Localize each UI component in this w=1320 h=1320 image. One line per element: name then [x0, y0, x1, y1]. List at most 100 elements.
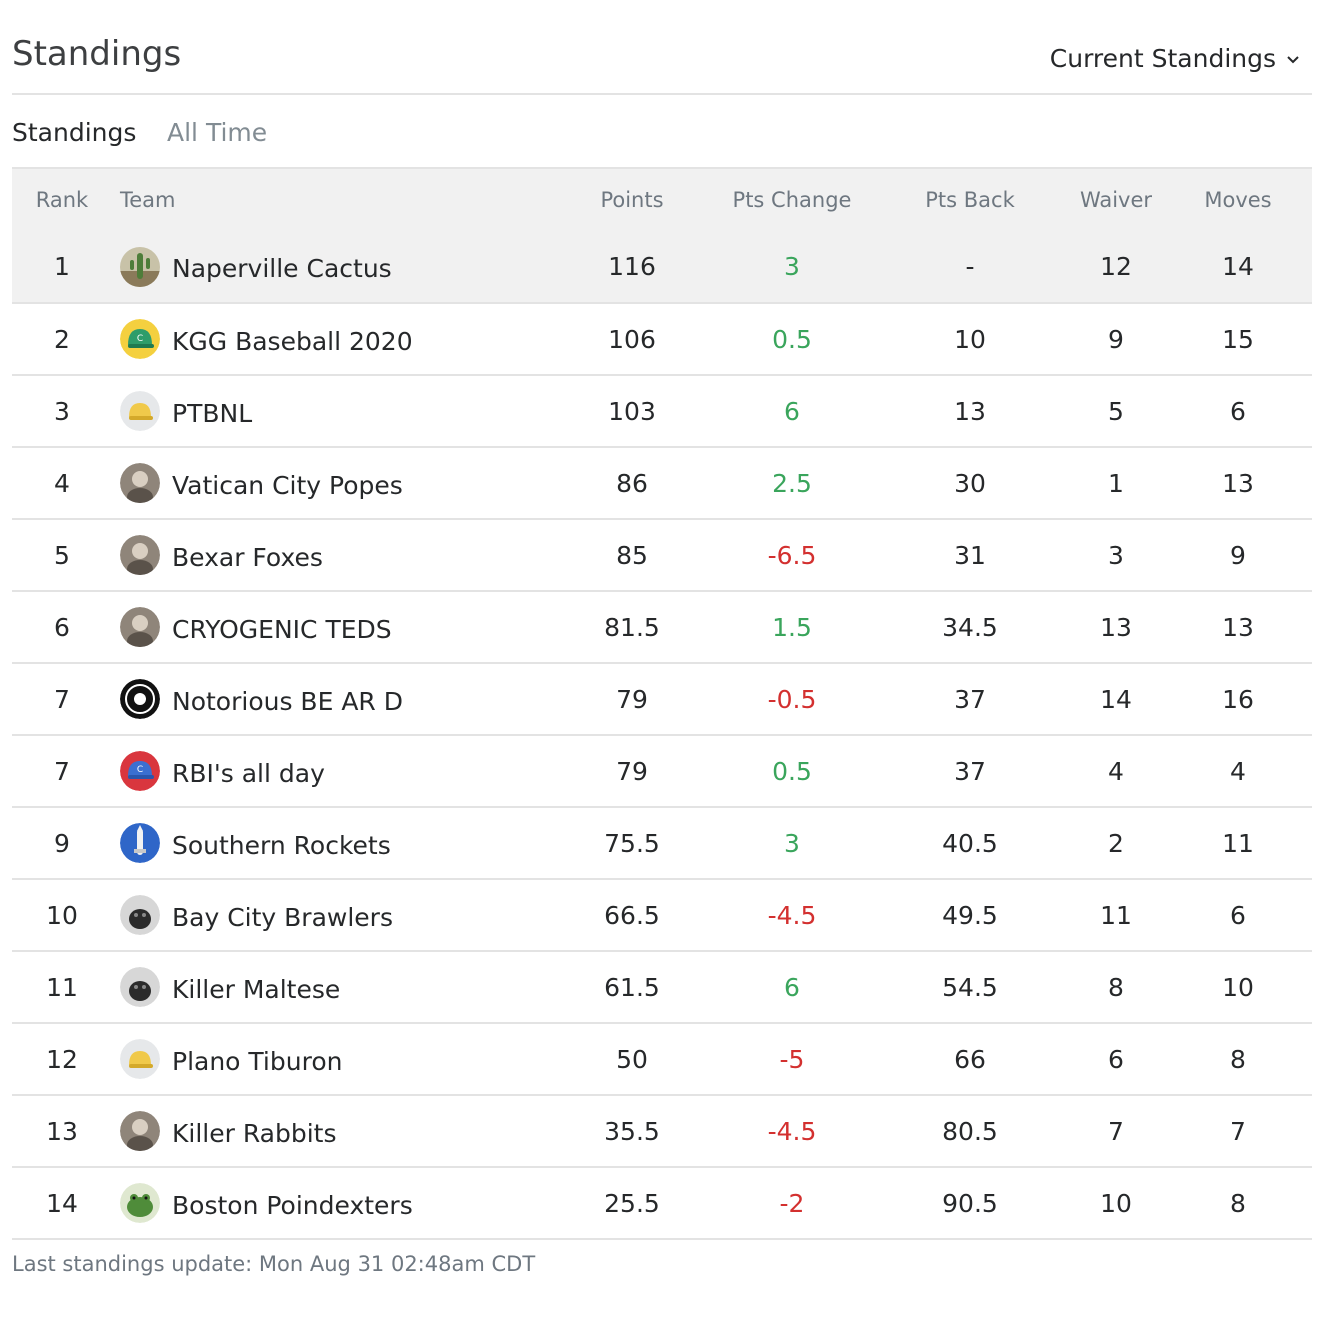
team-name-link[interactable]: Killer Maltese: [172, 974, 341, 1004]
moves-cell: 14: [1222, 252, 1254, 281]
dog-avatar: [120, 967, 160, 1007]
table-row: 3 PTBNL 103 6 13 5 6: [12, 375, 1312, 447]
table-row: 2 C KGG Baseball 2020 106 0.5 10 9 15: [12, 303, 1312, 375]
team-name-link[interactable]: RBI's all day: [172, 758, 325, 788]
pts-back-cell: 49.5: [942, 900, 998, 930]
last-update-note: Last standings update: Mon Aug 31 02:48a…: [12, 1252, 536, 1276]
rank-cell: 2: [54, 324, 70, 354]
team-name-link[interactable]: Plano Tiburon: [172, 1046, 343, 1076]
waiver-cell: 1: [1108, 468, 1124, 498]
pts-back-cell: 13: [954, 396, 986, 426]
pts-change-cell: -2: [779, 1188, 805, 1218]
rank-cell: 12: [46, 1044, 78, 1074]
moves-cell: 13: [1222, 468, 1254, 498]
team-name-link[interactable]: Boston Poindexters: [172, 1190, 413, 1220]
waiver-cell: 12: [1100, 252, 1132, 281]
points-cell: 66.5: [604, 900, 660, 930]
pts-back-cell: 37: [954, 684, 986, 714]
pts-change-cell: -0.5: [767, 684, 817, 714]
moves-cell: 9: [1230, 540, 1246, 570]
pts-back-cell: -: [965, 252, 975, 281]
pts-change-cell: -5: [779, 1044, 805, 1074]
photo-avatar: [120, 463, 160, 503]
waiver-cell: 14: [1100, 684, 1132, 714]
standings-table-body: 1 Naperville Cactus 116 3 - 12 14 2 C KG…: [12, 231, 1312, 1239]
column-header-pts-back: Pts Back: [925, 188, 1015, 212]
points-cell: 79: [616, 684, 648, 714]
points-cell: 50: [616, 1044, 648, 1074]
table-row: 1 Naperville Cactus 116 3 - 12 14: [12, 231, 1312, 303]
tab-all-time[interactable]: All Time: [167, 118, 268, 147]
pts-back-cell: 80.5: [942, 1116, 998, 1146]
rank-cell: 5: [54, 540, 70, 570]
rank-cell: 13: [46, 1116, 78, 1146]
pts-change-cell: 1.5: [772, 612, 812, 642]
rank-cell: 4: [54, 468, 70, 498]
dog-avatar: [120, 895, 160, 935]
standings-view-dropdown[interactable]: Current Standings: [1050, 44, 1300, 73]
team-name-link[interactable]: Killer Rabbits: [172, 1118, 337, 1148]
team-name-link[interactable]: Notorious BE AR D: [172, 686, 403, 716]
points-cell: 103: [608, 396, 656, 426]
table-row: 7 C RBI's all day 79 0.5 37 4 4: [12, 735, 1312, 807]
rank-cell: 1: [54, 252, 70, 281]
rocket-avatar: [120, 823, 160, 863]
points-cell: 106: [608, 324, 656, 354]
team-name-link[interactable]: PTBNL: [172, 398, 253, 428]
pts-back-cell: 30: [954, 468, 986, 498]
waiver-cell: 7: [1108, 1116, 1124, 1146]
chevron-down-icon: [1287, 55, 1299, 63]
pts-change-cell: 0.5: [772, 324, 812, 354]
yellow-cap-avatar: [120, 391, 160, 431]
tab-standings[interactable]: Standings: [12, 118, 137, 147]
rank-cell: 7: [54, 756, 70, 786]
points-cell: 81.5: [604, 612, 660, 642]
pts-change-cell: 6: [784, 396, 800, 426]
photo-avatar: [120, 535, 160, 575]
points-cell: 116: [608, 252, 656, 281]
pts-back-cell: 40.5: [942, 828, 998, 858]
svg-text:C: C: [137, 334, 143, 344]
points-cell: 75.5: [604, 828, 660, 858]
team-name-link[interactable]: KGG Baseball 2020: [172, 326, 413, 356]
table-row: 4 Vatican City Popes 86 2.5 30 1 13: [12, 447, 1312, 519]
waiver-cell: 6: [1108, 1044, 1124, 1074]
moves-cell: 13: [1222, 612, 1254, 642]
column-header-points: Points: [600, 188, 664, 212]
moves-cell: 8: [1230, 1044, 1246, 1074]
points-cell: 61.5: [604, 972, 660, 1002]
red-cap-avatar: C: [120, 751, 160, 791]
team-name-link[interactable]: Bay City Brawlers: [172, 902, 393, 932]
pts-back-cell: 66: [954, 1044, 986, 1074]
table-row: 14 Boston Poindexters 25.5 -2 90.5 10 8: [12, 1167, 1312, 1239]
cactus-avatar: [120, 246, 160, 287]
moves-cell: 6: [1230, 396, 1246, 426]
team-name-link[interactable]: Southern Rockets: [172, 830, 391, 860]
table-row: 10 Bay City Brawlers 66.5 -4.5 49.5 11 6: [12, 879, 1312, 951]
team-name-link[interactable]: Naperville Cactus: [172, 254, 392, 283]
page-title: Standings: [12, 34, 182, 74]
team-name-link[interactable]: CRYOGENIC TEDS: [172, 614, 392, 644]
pts-back-cell: 34.5: [942, 612, 998, 642]
pts-change-cell: 0.5: [772, 756, 812, 786]
pts-change-cell: -4.5: [767, 900, 817, 930]
pts-change-cell: 3: [784, 828, 800, 858]
team-name-link[interactable]: Vatican City Popes: [172, 470, 403, 500]
waiver-cell: 10: [1100, 1188, 1132, 1218]
table-header-row: Rank Team Points Pts Change Pts Back Wai…: [12, 169, 1312, 231]
pts-change-cell: 3: [784, 252, 800, 281]
waiver-cell: 4: [1108, 756, 1124, 786]
pts-back-cell: 31: [954, 540, 986, 570]
waiver-cell: 8: [1108, 972, 1124, 1002]
points-cell: 25.5: [604, 1188, 660, 1218]
standings-table: Rank Team Points Pts Change Pts Back Wai…: [12, 169, 1312, 1240]
pts-change-cell: 2.5: [772, 468, 812, 498]
column-header-rank: Rank: [35, 188, 89, 212]
moves-cell: 10: [1222, 972, 1254, 1002]
rank-cell: 7: [54, 684, 70, 714]
points-cell: 35.5: [604, 1116, 660, 1146]
column-header-moves: Moves: [1204, 188, 1272, 212]
team-name-link[interactable]: Bexar Foxes: [172, 542, 323, 572]
rank-cell: 14: [46, 1188, 78, 1218]
moves-cell: 7: [1230, 1116, 1246, 1146]
